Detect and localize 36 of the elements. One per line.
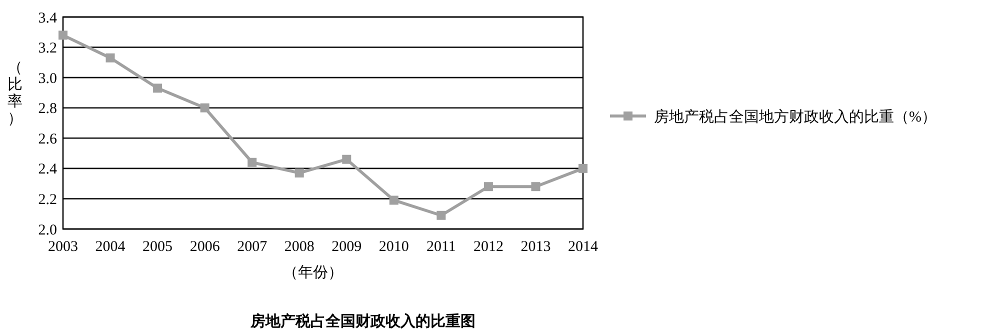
x-tick-label: 2014 bbox=[568, 239, 598, 255]
x-tick-label: 2011 bbox=[426, 239, 456, 255]
point bbox=[106, 53, 115, 62]
y-tick-label: 2.4 bbox=[38, 162, 58, 178]
x-tick-label: 2005 bbox=[142, 239, 173, 255]
x-tick-label: 2004 bbox=[95, 239, 126, 255]
y-tick-label: 3.4 bbox=[38, 10, 58, 26]
point bbox=[58, 30, 68, 40]
point bbox=[153, 84, 162, 93]
x-tick-label: 2003 bbox=[48, 239, 78, 255]
y-tick-label: 3.0 bbox=[38, 70, 57, 87]
x-tick-label: 2008 bbox=[284, 239, 314, 255]
point bbox=[200, 103, 210, 112]
y-tick-label: 2.6 bbox=[38, 131, 58, 148]
x-axis-title: （年份） bbox=[283, 264, 343, 281]
x-tick-label: 2013 bbox=[520, 239, 551, 255]
point bbox=[294, 168, 304, 178]
y-tick-label: 2.0 bbox=[38, 222, 57, 238]
y-axis-title: （比率） bbox=[8, 60, 22, 127]
point bbox=[248, 158, 257, 167]
text: 房地产税占全国财政收入的比重图 bbox=[250, 312, 476, 330]
y-tick-label: 2.2 bbox=[38, 192, 57, 208]
legend-label: 房地产税占全国地方财政收入的比重（%） bbox=[654, 108, 936, 126]
point bbox=[436, 210, 446, 220]
y-tick-label: 2.8 bbox=[38, 101, 57, 118]
point bbox=[484, 182, 493, 192]
x-tick-label: 2006 bbox=[190, 239, 220, 255]
point bbox=[531, 182, 540, 192]
point bbox=[342, 154, 352, 164]
point bbox=[389, 196, 398, 205]
x-tick-label: 2012 bbox=[473, 239, 504, 255]
point bbox=[578, 164, 588, 173]
x-tick-label: 2007 bbox=[237, 239, 268, 255]
x-tick-label: 2009 bbox=[332, 239, 362, 255]
y-tick-label: 3.2 bbox=[38, 40, 57, 57]
x-tick-label: 2010 bbox=[378, 239, 409, 255]
